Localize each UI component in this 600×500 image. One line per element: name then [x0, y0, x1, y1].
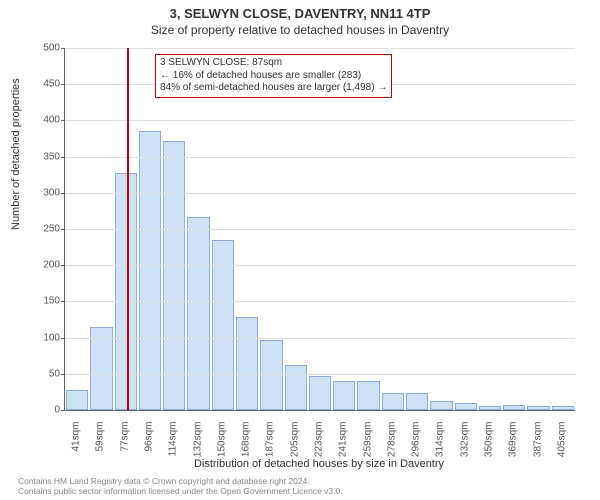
x-tick-label: 350sqm	[484, 422, 495, 472]
histogram-bar	[309, 376, 331, 410]
histogram-bar	[139, 131, 161, 410]
histogram-bar	[333, 381, 355, 410]
y-tick-mark	[61, 193, 65, 194]
x-tick-label: 296sqm	[411, 422, 422, 472]
y-tick-label: 400	[32, 115, 60, 126]
y-tick-mark	[61, 338, 65, 339]
y-tick-mark	[61, 120, 65, 121]
histogram-bar	[236, 317, 258, 410]
x-tick-label: 205sqm	[289, 422, 300, 472]
histogram-bar	[90, 327, 112, 410]
annotation-line: ← 16% of detached houses are smaller (28…	[160, 70, 387, 83]
histogram-bar	[479, 406, 501, 410]
y-tick-mark	[61, 410, 65, 411]
gridline	[65, 229, 575, 230]
histogram-bar	[163, 141, 185, 410]
y-tick-label: 150	[32, 296, 60, 307]
chart-title: 3, SELWYN CLOSE, DAVENTRY, NN11 4TP	[0, 0, 600, 21]
y-tick-label: 500	[32, 43, 60, 54]
histogram-bar	[552, 406, 574, 410]
x-tick-label: 59sqm	[95, 422, 106, 472]
y-tick-mark	[61, 48, 65, 49]
x-tick-label: 405sqm	[556, 422, 567, 472]
histogram-bar	[260, 340, 282, 410]
histogram-bar	[357, 381, 379, 410]
y-tick-label: 200	[32, 260, 60, 271]
footer-attribution: Contains HM Land Registry data © Crown c…	[18, 476, 343, 496]
gridline	[65, 374, 575, 375]
x-tick-label: 187sqm	[265, 422, 276, 472]
y-tick-label: 350	[32, 151, 60, 162]
y-tick-mark	[61, 301, 65, 302]
x-tick-label: 278sqm	[386, 422, 397, 472]
histogram-bar	[406, 393, 428, 410]
y-tick-label: 50	[32, 368, 60, 379]
y-tick-mark	[61, 374, 65, 375]
y-tick-label: 300	[32, 187, 60, 198]
x-tick-label: 132sqm	[192, 422, 203, 472]
histogram-bar	[455, 403, 477, 410]
gridline	[65, 157, 575, 158]
property-marker-line	[127, 48, 129, 410]
histogram-bar	[382, 393, 404, 410]
histogram-bar	[527, 406, 549, 410]
x-tick-label: 259sqm	[362, 422, 373, 472]
x-tick-label: 387sqm	[532, 422, 543, 472]
annotation-box: 3 SELWYN CLOSE: 87sqm← 16% of detached h…	[155, 54, 392, 98]
x-tick-label: 114sqm	[168, 422, 179, 472]
gridline	[65, 48, 575, 49]
y-tick-label: 450	[32, 79, 60, 90]
y-tick-mark	[61, 265, 65, 266]
histogram-bar	[430, 401, 452, 410]
y-tick-mark	[61, 84, 65, 85]
footer-line-1: Contains HM Land Registry data © Crown c…	[18, 476, 343, 486]
gridline	[65, 338, 575, 339]
chart-subtitle: Size of property relative to detached ho…	[0, 21, 600, 37]
y-tick-label: 0	[32, 405, 60, 416]
y-tick-label: 100	[32, 332, 60, 343]
y-tick-mark	[61, 157, 65, 158]
x-tick-label: 314sqm	[435, 422, 446, 472]
gridline	[65, 265, 575, 266]
x-tick-label: 241sqm	[338, 422, 349, 472]
x-tick-label: 77sqm	[119, 422, 130, 472]
footer-line-2: Contains public sector information licen…	[18, 486, 343, 496]
x-tick-label: 223sqm	[314, 422, 325, 472]
annotation-line: 84% of semi-detached houses are larger (…	[160, 82, 387, 95]
x-tick-label: 332sqm	[459, 422, 470, 472]
histogram-bar	[503, 405, 525, 410]
chart-container: 3, SELWYN CLOSE, DAVENTRY, NN11 4TP Size…	[0, 0, 600, 500]
y-tick-label: 250	[32, 224, 60, 235]
gridline	[65, 120, 575, 121]
histogram-bar	[285, 365, 307, 410]
histogram-bar	[187, 217, 209, 410]
x-tick-label: 96sqm	[144, 422, 155, 472]
annotation-line: 3 SELWYN CLOSE: 87sqm	[160, 57, 387, 70]
x-tick-label: 168sqm	[241, 422, 252, 472]
x-tick-label: 369sqm	[508, 422, 519, 472]
x-tick-label: 41sqm	[71, 422, 82, 472]
y-tick-mark	[61, 229, 65, 230]
gridline	[65, 301, 575, 302]
histogram-bar	[66, 390, 88, 410]
gridline	[65, 193, 575, 194]
x-tick-label: 150sqm	[216, 422, 227, 472]
y-axis-title: Number of detached properties	[10, 78, 22, 230]
plot-area: 3 SELWYN CLOSE: 87sqm← 16% of detached h…	[64, 48, 575, 411]
